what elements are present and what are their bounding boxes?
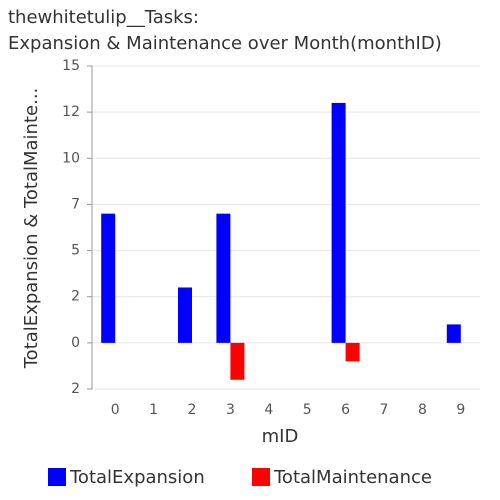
y-tick-label: 0 <box>71 335 80 351</box>
y-tick-label: 12 <box>62 104 80 120</box>
x-tick-label: 5 <box>303 402 312 418</box>
x-tick-label: 1 <box>149 402 158 418</box>
chart-title: thewhitetulip__Tasks: <box>8 7 199 28</box>
x-tick-label: 3 <box>226 402 235 418</box>
y-tick-label: 2 <box>71 381 80 397</box>
x-tick-label: 6 <box>341 402 350 418</box>
y-tick-label: 5 <box>71 243 80 259</box>
legend-swatch <box>252 468 270 486</box>
x-tick-label: 0 <box>111 402 120 418</box>
bar <box>345 342 360 362</box>
x-axis-title: mID <box>262 426 299 447</box>
bar <box>331 102 346 343</box>
x-tick-label: 7 <box>380 402 389 418</box>
bar <box>446 324 461 343</box>
y-tick-label: 15 <box>62 58 80 74</box>
y-tick-label: 7 <box>71 196 80 212</box>
legend-swatch <box>48 468 66 486</box>
bar <box>178 287 192 343</box>
legend-label: TotalExpansion <box>69 467 205 488</box>
x-tick-label: 2 <box>188 402 197 418</box>
chart-title: Expansion & Maintenance over Month(month… <box>8 33 442 54</box>
y-tick-label: 2 <box>71 289 80 305</box>
y-tick-label: 10 <box>62 150 80 166</box>
x-tick-label: 9 <box>456 402 465 418</box>
bar <box>230 342 245 380</box>
bar <box>216 213 231 343</box>
y-axis-title: TotalExpansion & TotalMainte... <box>21 88 42 370</box>
x-tick-label: 8 <box>418 402 427 418</box>
x-tick-label: 4 <box>264 402 273 418</box>
bar <box>101 213 116 343</box>
legend-label: TotalMaintenance <box>273 467 432 488</box>
